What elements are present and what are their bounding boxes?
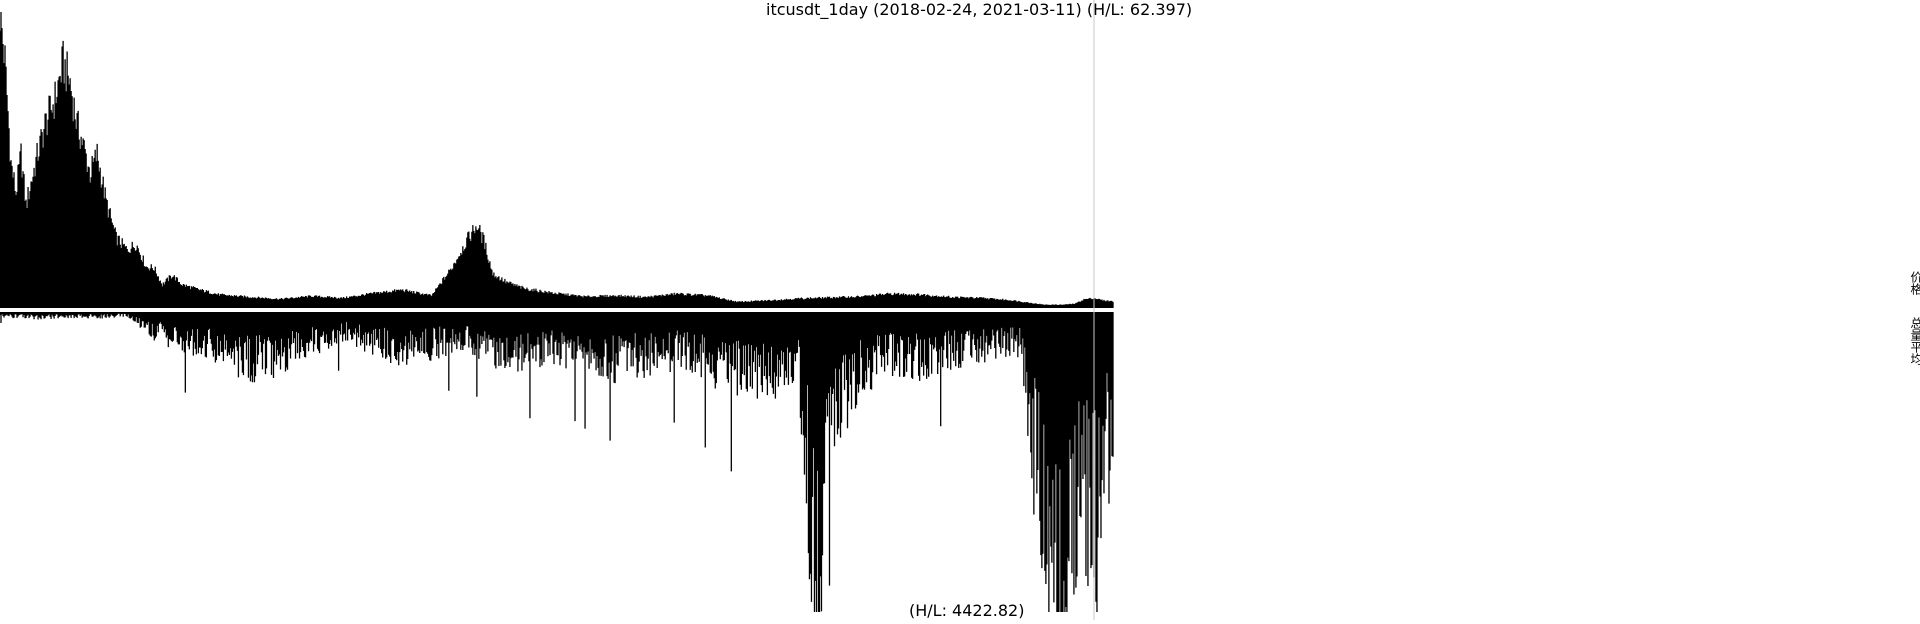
volume-high-low-label: (H/L: 4422.82) <box>909 601 1025 620</box>
price-series-bars <box>0 12 1114 308</box>
chart-title: itcusdt_1day (2018-02-24, 2021-03-11) (H… <box>766 0 1193 19</box>
volume-panel <box>0 312 1114 612</box>
price-axis-label: 价格 <box>1909 271 1920 295</box>
price-panel <box>0 12 1114 308</box>
volume-axis-label: 总量平均 <box>1909 317 1920 365</box>
volume-series-bars <box>0 312 1114 612</box>
